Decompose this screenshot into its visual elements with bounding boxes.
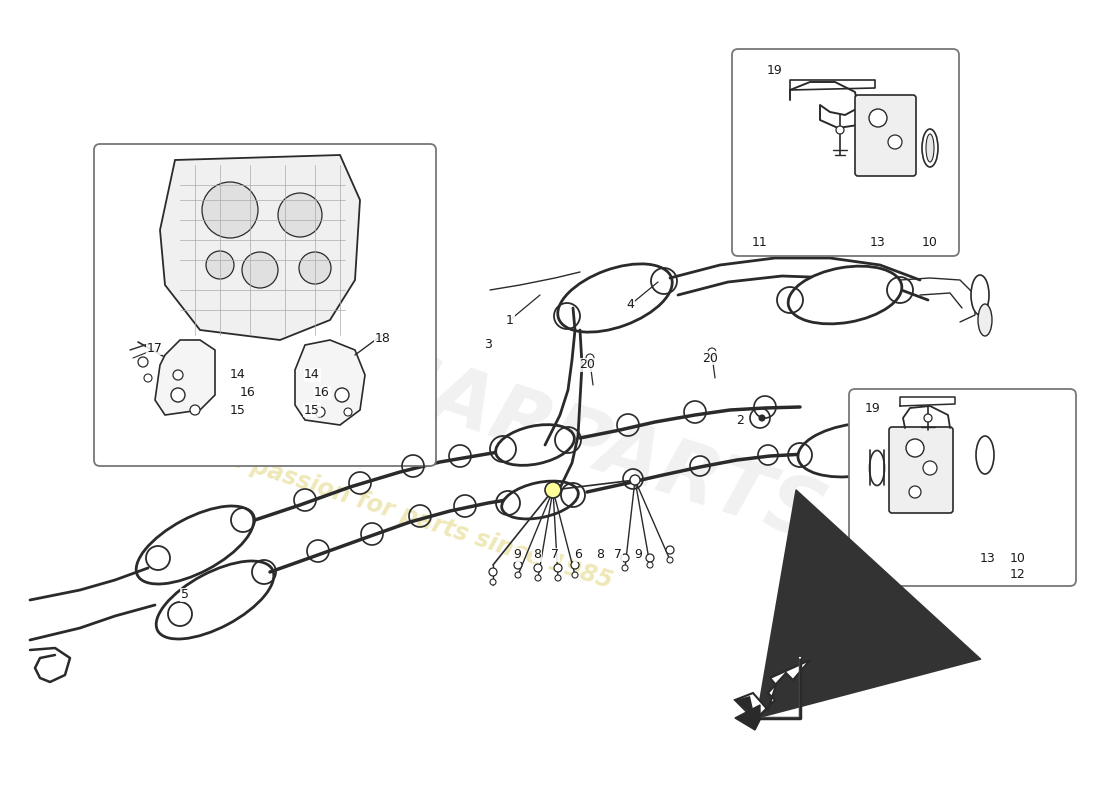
Ellipse shape xyxy=(978,304,992,336)
Polygon shape xyxy=(295,340,365,425)
Circle shape xyxy=(924,414,932,422)
FancyBboxPatch shape xyxy=(849,389,1076,586)
Circle shape xyxy=(515,572,521,578)
Polygon shape xyxy=(160,155,360,340)
Circle shape xyxy=(923,461,937,475)
Circle shape xyxy=(667,557,673,563)
Text: 2: 2 xyxy=(736,414,744,426)
Circle shape xyxy=(514,561,522,569)
Text: 5: 5 xyxy=(182,589,189,602)
Circle shape xyxy=(170,388,185,402)
Circle shape xyxy=(554,564,562,572)
Ellipse shape xyxy=(558,264,672,332)
Circle shape xyxy=(242,252,278,288)
Circle shape xyxy=(190,405,200,415)
Text: 7: 7 xyxy=(551,549,559,562)
Circle shape xyxy=(836,126,844,134)
Circle shape xyxy=(906,439,924,457)
Text: 4: 4 xyxy=(626,298,634,311)
Circle shape xyxy=(647,562,653,568)
Ellipse shape xyxy=(789,266,902,324)
Text: 17: 17 xyxy=(147,342,163,354)
Text: 13: 13 xyxy=(980,551,996,565)
Text: 9: 9 xyxy=(513,549,521,562)
Circle shape xyxy=(490,568,497,576)
Circle shape xyxy=(344,408,352,416)
Text: 16: 16 xyxy=(240,386,256,399)
Text: 20: 20 xyxy=(579,358,595,371)
Text: 12: 12 xyxy=(1010,569,1026,582)
Circle shape xyxy=(869,109,887,127)
Ellipse shape xyxy=(136,506,254,584)
Circle shape xyxy=(534,564,542,572)
Circle shape xyxy=(202,182,258,238)
Circle shape xyxy=(544,482,561,498)
Text: 10: 10 xyxy=(922,237,938,250)
Ellipse shape xyxy=(502,481,579,519)
Text: 3: 3 xyxy=(484,338,492,351)
FancyBboxPatch shape xyxy=(855,95,916,176)
Text: 19: 19 xyxy=(767,63,783,77)
Circle shape xyxy=(646,554,654,562)
Circle shape xyxy=(621,554,629,562)
Circle shape xyxy=(315,407,324,417)
Circle shape xyxy=(621,565,628,571)
Text: 6: 6 xyxy=(574,549,582,562)
Text: EUROCARPARTS: EUROCARPARTS xyxy=(125,262,834,558)
Circle shape xyxy=(138,357,148,367)
Text: 13: 13 xyxy=(870,237,886,250)
Circle shape xyxy=(708,348,716,356)
Text: 7: 7 xyxy=(614,549,622,562)
Text: 14: 14 xyxy=(304,369,320,382)
Text: 10: 10 xyxy=(1010,551,1026,565)
Circle shape xyxy=(490,579,496,585)
Circle shape xyxy=(278,193,322,237)
Circle shape xyxy=(586,354,594,362)
Ellipse shape xyxy=(976,436,994,474)
Circle shape xyxy=(173,370,183,380)
Text: 20: 20 xyxy=(702,351,718,365)
Circle shape xyxy=(206,251,234,279)
Ellipse shape xyxy=(496,425,574,466)
Circle shape xyxy=(299,252,331,284)
Text: a passion for parts since 1985: a passion for parts since 1985 xyxy=(224,446,615,594)
Polygon shape xyxy=(735,705,760,730)
Circle shape xyxy=(909,486,921,498)
Circle shape xyxy=(144,374,152,382)
Circle shape xyxy=(556,575,561,581)
Polygon shape xyxy=(735,696,755,718)
Text: 18: 18 xyxy=(375,331,390,345)
Circle shape xyxy=(535,575,541,581)
Text: 14: 14 xyxy=(230,369,246,382)
Ellipse shape xyxy=(869,450,884,486)
FancyBboxPatch shape xyxy=(94,144,436,466)
Text: 15: 15 xyxy=(230,403,246,417)
Ellipse shape xyxy=(971,275,989,315)
Ellipse shape xyxy=(922,129,938,167)
Text: 8: 8 xyxy=(534,549,541,562)
Text: 9: 9 xyxy=(634,549,642,562)
Circle shape xyxy=(630,475,640,485)
Text: 1: 1 xyxy=(506,314,514,326)
Text: 11: 11 xyxy=(752,237,768,250)
Circle shape xyxy=(759,415,764,421)
Circle shape xyxy=(572,572,578,578)
Polygon shape xyxy=(155,340,214,415)
Circle shape xyxy=(888,135,902,149)
Text: 19: 19 xyxy=(865,402,881,414)
Circle shape xyxy=(666,546,674,554)
Text: 16: 16 xyxy=(315,386,330,399)
Ellipse shape xyxy=(798,423,912,477)
Circle shape xyxy=(336,388,349,402)
Ellipse shape xyxy=(156,561,274,639)
Circle shape xyxy=(571,561,579,569)
Text: 15: 15 xyxy=(304,403,320,417)
Text: 8: 8 xyxy=(596,549,604,562)
Ellipse shape xyxy=(926,134,934,162)
FancyBboxPatch shape xyxy=(732,49,959,256)
Polygon shape xyxy=(735,660,810,720)
FancyBboxPatch shape xyxy=(889,427,953,513)
